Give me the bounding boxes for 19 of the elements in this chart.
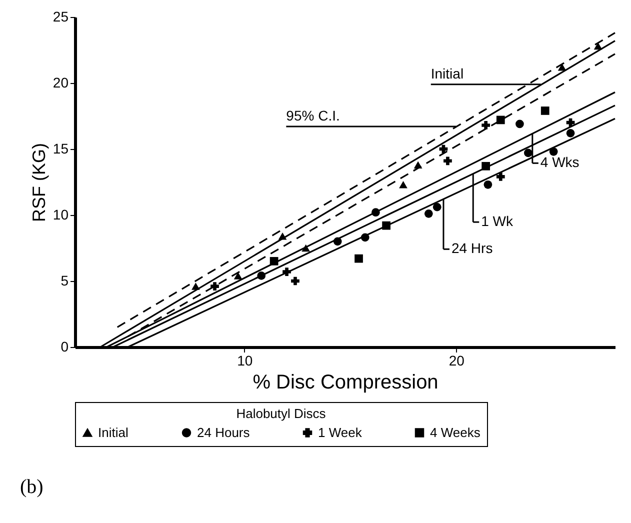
annotation: Initial [430,65,464,82]
y-tick-label: 20 [52,74,69,90]
legend-label: 1 Week [318,424,362,440]
x-axis-title: % Disc Compression [252,372,438,394]
y-tick-label: 15 [52,140,69,156]
annotation: 24 Hrs [451,240,493,256]
annotation: 1 Wk [481,213,514,230]
y-tick-label: 0 [60,338,69,354]
legend-label: 24 Hours [197,424,250,440]
annotation: 4 Wks [540,154,580,170]
y-tick-label: 25 [52,8,69,24]
y-tick-label: 10 [52,206,69,222]
y-axis-title: RSF (KG) [28,143,49,222]
annotation: 95% C.I. [286,108,340,124]
legend-label: 4 Weeks [430,424,481,440]
text: (b) [20,476,44,498]
legend-title: Halobutyl Discs [236,406,326,421]
y-tick-label: 5 [60,272,69,288]
legend-label: Initial [98,424,128,440]
